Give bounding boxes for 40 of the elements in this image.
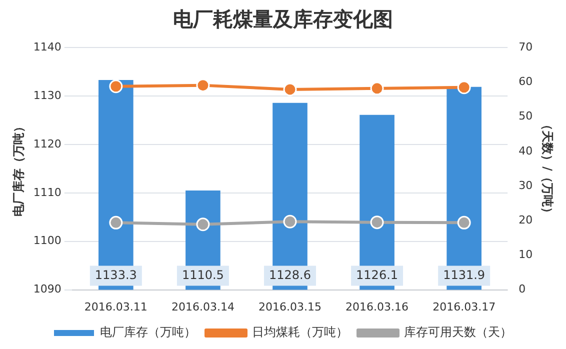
y-tick-label: 1120 (33, 137, 62, 150)
y2-tick-label: 40 (518, 144, 533, 158)
point (109, 80, 123, 94)
point (457, 216, 471, 230)
data-label: 1131.9 (443, 268, 486, 282)
y2-tick-label: 50 (518, 110, 533, 123)
point (196, 218, 210, 232)
point (196, 78, 210, 92)
x-tick-label: 2016.03.17 (432, 300, 496, 314)
legend-label: 库存可用天数（天） (404, 325, 512, 340)
chart-title: 电厂耗煤量及库存变化图 (172, 6, 394, 33)
x-tick-label: 2016.03.11 (84, 300, 148, 314)
point (109, 216, 123, 230)
data-label: 1133.3 (94, 268, 137, 282)
y2-tick-label: 20 (518, 213, 533, 226)
y-tick-label: 1130 (33, 88, 62, 102)
y-axis-title: 电厂库存（万吨） (11, 120, 26, 217)
y2-tick-label: 60 (518, 75, 533, 88)
point (370, 216, 384, 230)
y-tick-label: 1090 (33, 282, 62, 296)
point (457, 80, 471, 94)
point (283, 82, 297, 96)
data-label: 1110.5 (182, 268, 224, 282)
y-tick-label: 1140 (33, 40, 62, 54)
y-tick-label: 1110 (33, 186, 62, 199)
data-label: 1126.1 (356, 268, 398, 282)
y2-tick-label: 0 (518, 282, 526, 296)
x-tick-label: 2016.03.16 (346, 300, 409, 314)
y-tick-label: 1100 (33, 234, 62, 248)
point (283, 214, 297, 228)
x-tick-label: 2016.03.14 (171, 300, 234, 314)
y2-tick-label: 30 (518, 178, 533, 192)
y2-axis-title: （天数）/（万吨） (540, 118, 555, 219)
data-label: 1128.6 (269, 268, 311, 282)
x-tick-label: 2016.03.15 (258, 300, 322, 314)
y2-tick-label: 10 (518, 248, 533, 262)
y2-tick-label: 70 (518, 40, 533, 54)
legend-label: 日均煤耗（万吨） (252, 325, 348, 340)
legend-label: 电厂库存（万吨） (100, 325, 196, 340)
point (370, 82, 384, 96)
